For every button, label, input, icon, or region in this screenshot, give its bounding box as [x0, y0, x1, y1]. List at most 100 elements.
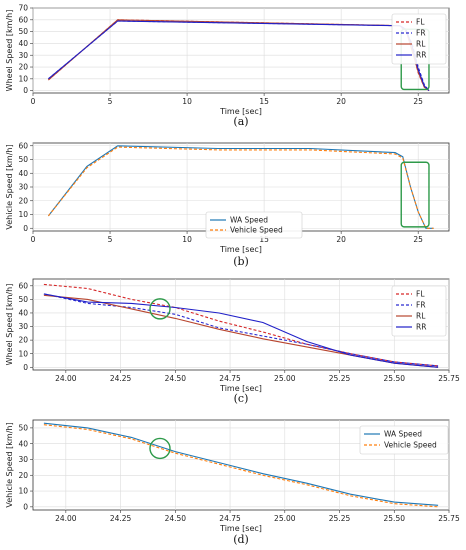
- y-tick-label: 10: [18, 210, 28, 219]
- chart-panel-3: 24.00 24.25 24.50 24.75 25.00 25.25 25.50 25.75…: [5, 278, 460, 405]
- y-tick-label: 10: [18, 349, 28, 358]
- x-tick-label: 25: [413, 235, 423, 244]
- plot-area: [32, 278, 450, 371]
- y-tick-label: 30: [18, 183, 28, 192]
- legend: FL FR RL RR: [391, 285, 447, 337]
- y-tick-label: 50: [18, 295, 28, 304]
- y-tick-label: 50: [18, 423, 28, 432]
- x-axis-label: Time [sec]: [219, 107, 262, 116]
- series-line-fr: [43, 293, 439, 367]
- x-tick-label: 24.00: [55, 514, 77, 523]
- x-tick-label: 25.75: [438, 374, 460, 383]
- legend: FL FR RL RR: [391, 13, 447, 65]
- highlight-circle: [149, 437, 171, 460]
- x-tick-label: 20: [336, 97, 346, 106]
- legend-label: WA Speed: [384, 430, 422, 439]
- y-tick-label: 0: [23, 502, 28, 511]
- x-tick-label: 5: [108, 97, 113, 106]
- y-tick-label: 0: [23, 86, 28, 95]
- x-tick-label: 25.50: [384, 374, 406, 383]
- legend-label: Vehicle Speed: [384, 441, 437, 450]
- x-tick-label: 25.00: [274, 374, 296, 383]
- legend-label: FR: [416, 29, 426, 38]
- panel-caption: (d): [233, 533, 249, 546]
- y-tick-label: 10: [18, 74, 28, 83]
- x-tick-label: 10: [182, 97, 192, 106]
- chart-panel-2: 0 5 10 15 20 25 0 10 20 30 40 50 60 Time [sec] Vehicle…: [5, 141, 450, 268]
- highlight-circle: [149, 298, 171, 320]
- x-tick-label: 24.75: [219, 514, 241, 523]
- x-tick-label: 15: [259, 235, 269, 244]
- y-tick-label: 30: [18, 51, 28, 60]
- x-tick-label: 0: [31, 97, 36, 106]
- legend-label: FL: [416, 290, 425, 299]
- x-axis-label: Time [sec]: [219, 384, 262, 393]
- x-tick-label: 24.75: [219, 374, 241, 383]
- panel-caption: (b): [233, 255, 249, 268]
- series-line-rr: [43, 293, 439, 368]
- plot-area: [32, 7, 450, 94]
- x-tick-label: 24.25: [110, 374, 132, 383]
- panel-caption: (c): [234, 392, 249, 405]
- y-tick-label: 30: [18, 322, 28, 331]
- highlight-box: [400, 161, 430, 228]
- series-line-vehicle-speed: [47, 146, 434, 229]
- x-tick-label: 25.25: [329, 374, 351, 383]
- y-tick-label: 50: [18, 27, 28, 36]
- legend: WA Speed Vehicle Speed: [359, 425, 449, 455]
- series-line-wa-speed: [43, 422, 439, 506]
- x-tick-label: 25: [413, 97, 423, 106]
- x-tick-label: 15: [259, 97, 269, 106]
- y-tick-label: 0: [23, 224, 28, 233]
- y-axis-label: Vehicle Speed [km/h]: [5, 144, 14, 229]
- x-axis-label: Time [sec]: [219, 524, 262, 533]
- y-tick-label: 60: [18, 141, 28, 150]
- x-tick-label: 25.50: [384, 514, 406, 523]
- y-axis-label: Vehicle Speed [km/h]: [5, 422, 14, 507]
- x-tick-label: 25.75: [438, 514, 460, 523]
- x-tick-label: 24.25: [110, 514, 132, 523]
- y-tick-label: 20: [18, 196, 28, 205]
- y-axis-label: Wheel Speed [km/h]: [5, 284, 14, 366]
- legend-label: RL: [416, 312, 426, 321]
- legend-label: FL: [416, 18, 425, 27]
- x-tick-label: 0: [31, 235, 36, 244]
- y-tick-label: 0: [23, 363, 28, 372]
- legend-frame: [205, 211, 303, 239]
- y-tick-label: 60: [18, 281, 28, 290]
- x-tick-label: 25.25: [329, 514, 351, 523]
- y-axis-label: Wheel Speed [km/h]: [5, 10, 14, 92]
- chart-panel-4: 24.00 24.25 24.50 24.75 25.00 25.25 25.50 25.75…: [5, 419, 460, 546]
- legend-label: FR: [416, 301, 426, 310]
- x-tick-label: 24.50: [165, 374, 187, 383]
- y-tick-label: 40: [18, 169, 28, 178]
- x-tick-label: 25.00: [274, 514, 296, 523]
- y-tick-label: 50: [18, 155, 28, 164]
- x-tick-label: 10: [182, 235, 192, 244]
- legend-label: RR: [416, 323, 426, 332]
- legend-label: WA Speed: [230, 216, 268, 225]
- legend-label: RR: [416, 51, 426, 60]
- y-tick-label: 20: [18, 336, 28, 345]
- legend-frame: [359, 425, 449, 455]
- series-line-vehicle-speed: [43, 424, 439, 508]
- y-tick-label: 20: [18, 63, 28, 72]
- y-tick-label: 40: [18, 439, 28, 448]
- x-tick-label: 20: [336, 235, 346, 244]
- legend-frame: [391, 13, 447, 65]
- chart-panel-1: 0 5 10 15 20 25 0 10 20 30 40 50 60 70 Time [sec] Wheel…: [5, 4, 450, 128]
- x-tick-label: 5: [108, 235, 113, 244]
- panel-caption: (a): [233, 115, 248, 128]
- legend-label: Vehicle Speed: [230, 226, 283, 235]
- y-tick-label: 70: [18, 4, 28, 13]
- x-tick-label: 24.50: [165, 514, 187, 523]
- x-axis-label: Time [sec]: [219, 245, 262, 254]
- y-tick-label: 40: [18, 309, 28, 318]
- y-tick-label: 40: [18, 39, 28, 48]
- y-tick-label: 30: [18, 455, 28, 464]
- y-tick-label: 60: [18, 15, 28, 24]
- x-tick-label: 24.00: [55, 374, 77, 383]
- y-tick-label: 10: [18, 487, 28, 496]
